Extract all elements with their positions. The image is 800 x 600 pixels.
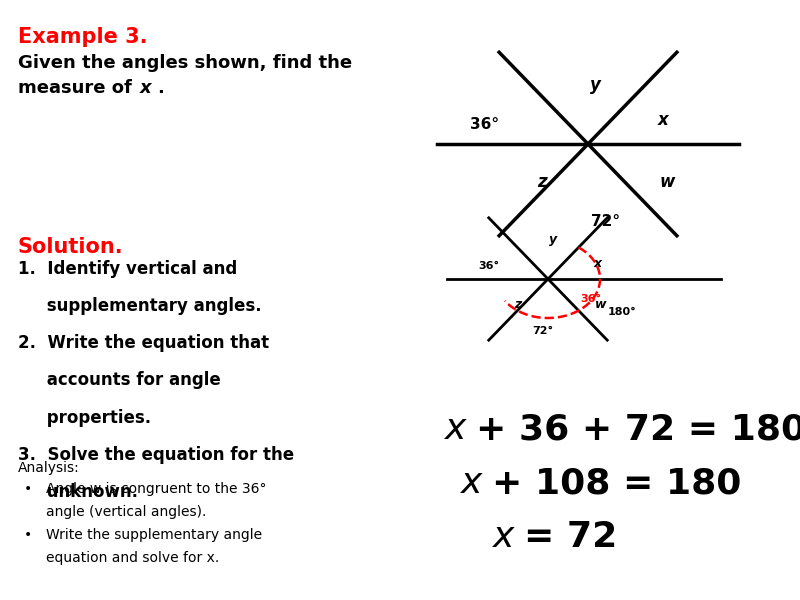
- Text: .: .: [157, 79, 164, 97]
- Text: measure of: measure of: [18, 79, 138, 97]
- Text: 3.  Solve the equation for the: 3. Solve the equation for the: [18, 446, 294, 464]
- Text: unknown.: unknown.: [18, 483, 138, 501]
- Text: $\mathit{x}$: $\mathit{x}$: [492, 520, 517, 554]
- Text: w: w: [659, 173, 675, 191]
- Text: 36°: 36°: [581, 294, 602, 304]
- Text: supplementary angles.: supplementary angles.: [18, 297, 262, 315]
- Text: Solution.: Solution.: [18, 237, 123, 257]
- Text: 72°: 72°: [533, 326, 554, 336]
- Text: 180°: 180°: [608, 307, 637, 317]
- Text: 2.  Write the equation that: 2. Write the equation that: [18, 334, 269, 352]
- Text: equation and solve for x.: equation and solve for x.: [46, 551, 220, 565]
- Text: $\mathit{x}$: $\mathit{x}$: [444, 412, 469, 446]
- Text: + 36 + 72 = 180: + 36 + 72 = 180: [476, 412, 800, 446]
- Text: •: •: [24, 528, 32, 542]
- Text: Example 3.: Example 3.: [18, 27, 147, 47]
- Text: accounts for angle: accounts for angle: [18, 371, 220, 389]
- Text: + 108 = 180: + 108 = 180: [492, 466, 742, 500]
- Text: 36°: 36°: [478, 261, 499, 271]
- Text: z: z: [537, 173, 546, 191]
- Text: properties.: properties.: [18, 409, 150, 427]
- Text: x: x: [594, 257, 602, 269]
- Text: z: z: [514, 298, 521, 311]
- Text: $\mathit{x}$: $\mathit{x}$: [460, 466, 485, 500]
- Text: = 72: = 72: [524, 520, 618, 554]
- Text: 36°: 36°: [470, 117, 499, 132]
- Text: Given the angles shown, find the: Given the angles shown, find the: [18, 54, 352, 72]
- Text: Write the supplementary angle: Write the supplementary angle: [46, 528, 262, 542]
- Text: •: •: [24, 482, 32, 496]
- Text: 1.  Identify vertical and: 1. Identify vertical and: [18, 260, 237, 278]
- Text: Angle w is congruent to the 36°: Angle w is congruent to the 36°: [46, 482, 267, 496]
- Text: w: w: [595, 298, 606, 311]
- Text: angle (vertical angles).: angle (vertical angles).: [46, 505, 206, 519]
- Text: y: y: [549, 233, 557, 246]
- Text: x: x: [658, 111, 668, 129]
- Text: x: x: [140, 79, 152, 97]
- Text: y: y: [590, 76, 601, 94]
- Text: 72°: 72°: [590, 214, 620, 229]
- Text: Analysis:: Analysis:: [18, 461, 79, 475]
